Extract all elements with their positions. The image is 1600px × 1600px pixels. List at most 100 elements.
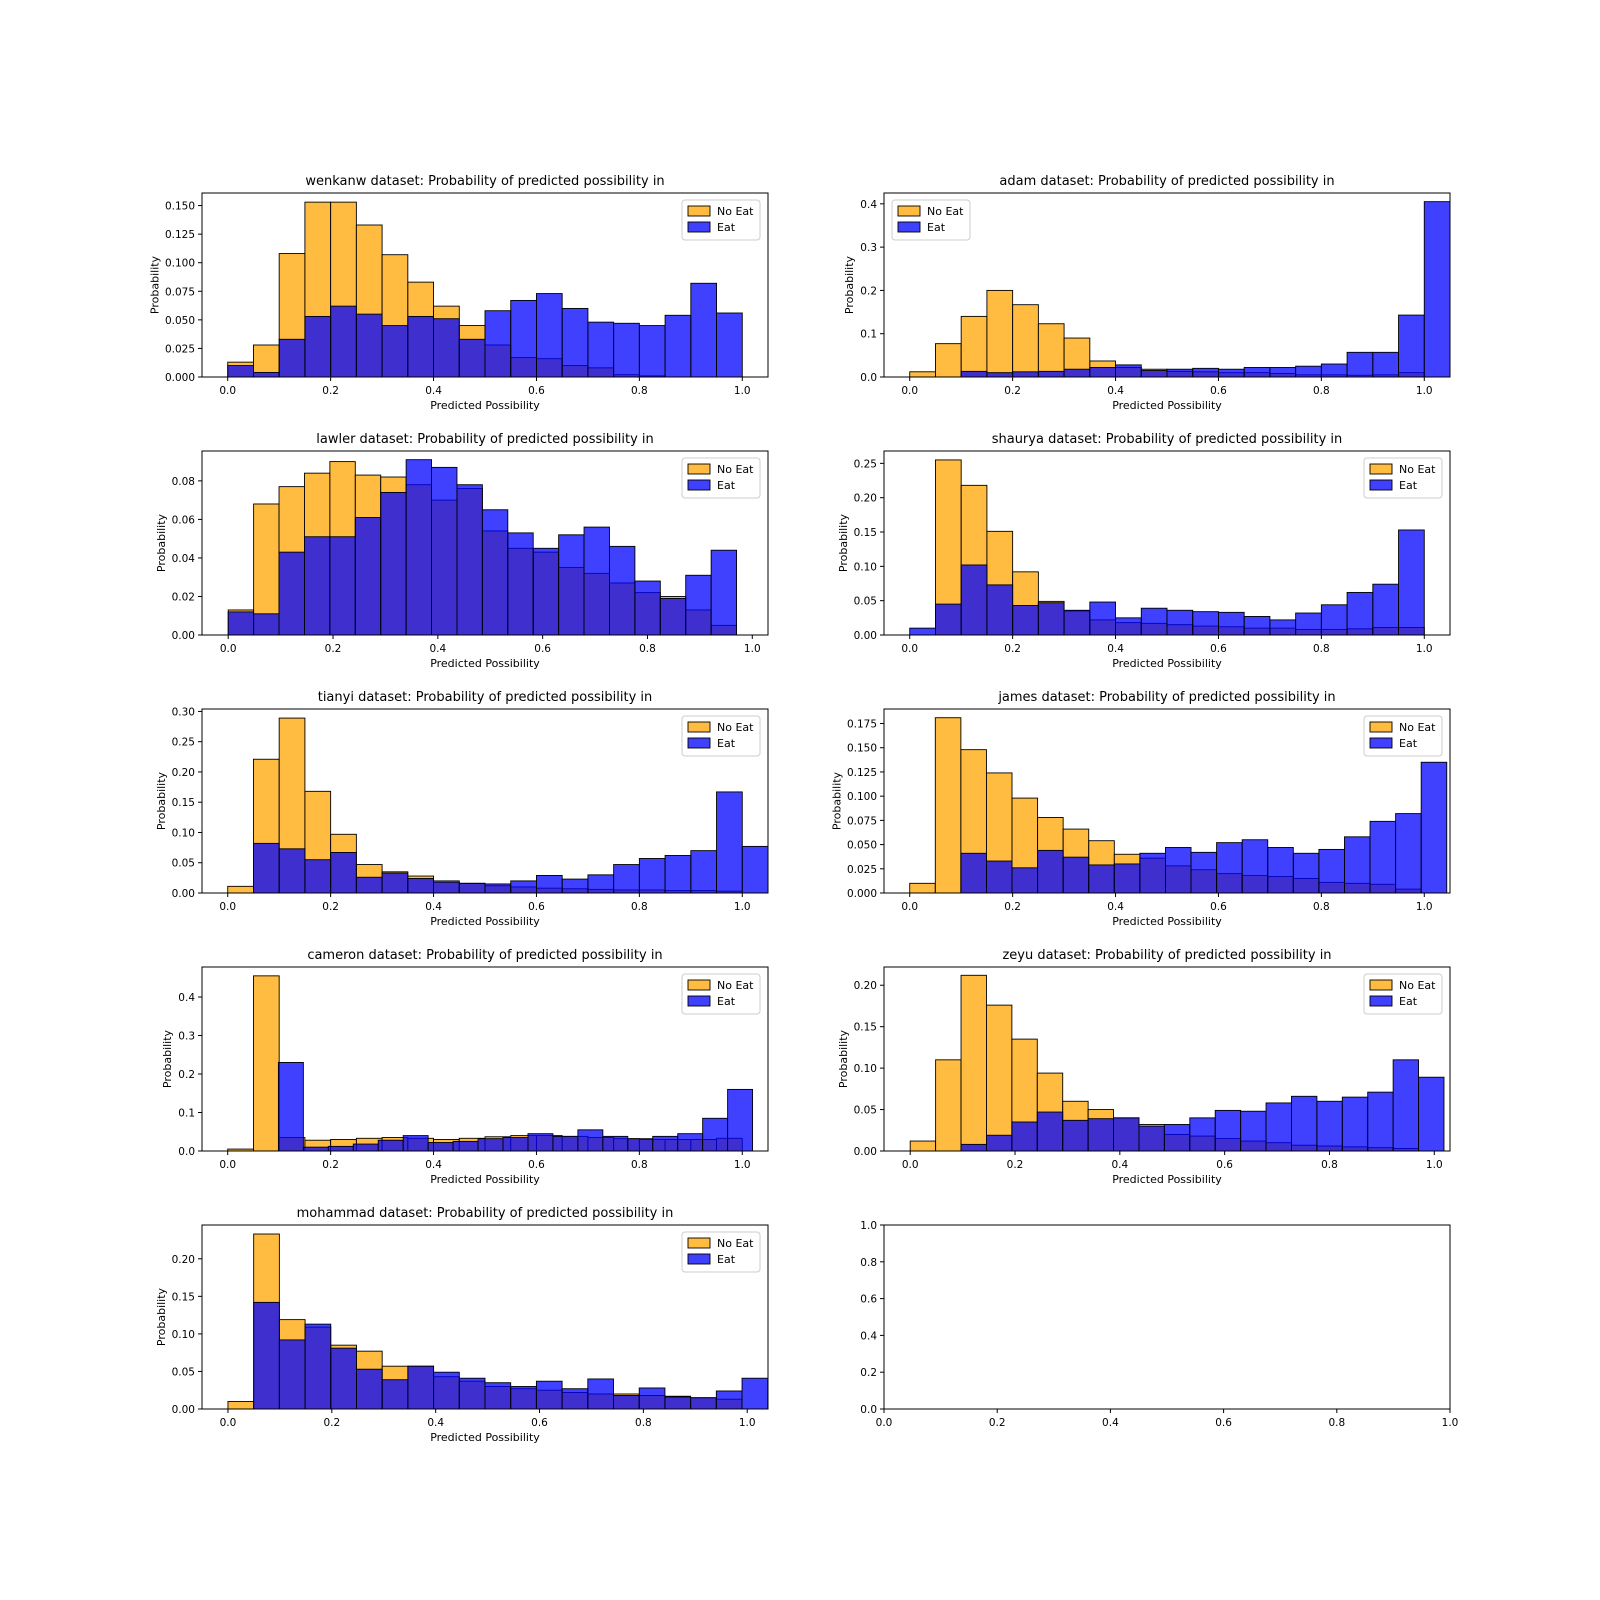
no-eat-legend-label: No Eat	[717, 1237, 754, 1250]
x-tick-label: 0.2	[1004, 385, 1021, 397]
eat-bar	[1341, 1096, 1369, 1152]
eat-bar	[1367, 1091, 1394, 1152]
axes-frame	[201, 1224, 769, 1410]
x-tick-label: 0.6	[534, 643, 551, 655]
eat-bar	[381, 872, 409, 894]
eat-legend-label: Eat	[717, 1253, 736, 1266]
eat-bar	[1320, 604, 1348, 636]
y-tick-label: 0.2	[860, 285, 877, 297]
eat-bar	[1320, 363, 1348, 378]
y-tick-label: 0.025	[847, 864, 877, 876]
legend: No Eat Eat	[681, 715, 761, 757]
x-tick-label: 1.0	[734, 1159, 751, 1171]
eat-bar	[277, 1062, 304, 1152]
y-tick-label: 0.00	[854, 630, 877, 642]
y-tick-label: 0.100	[847, 791, 877, 803]
axes-frame	[201, 450, 769, 636]
eat-bar	[377, 1139, 404, 1152]
eat-bar	[659, 597, 687, 636]
legend: No Eat Eat	[1363, 973, 1443, 1015]
no-eat-bar	[1012, 304, 1039, 378]
no-eat-legend-swatch	[687, 205, 711, 217]
eat-bar	[456, 484, 483, 636]
y-tick-label: 0.075	[165, 286, 195, 298]
eat-bar	[381, 1379, 409, 1410]
eat-bar	[1269, 619, 1297, 636]
eat-bar	[510, 299, 537, 378]
y-tick-label: 0.150	[165, 201, 195, 213]
eat-bar	[1291, 1095, 1318, 1152]
x-tick-label: 0.8	[1321, 1159, 1338, 1171]
subplot-10: 0.0 0.2 0.4 0.6 0.8 1.0 0.0 0.2 0.4 0.6 0.8 1.0	[860, 1220, 1458, 1429]
y-tick-label: 0.0	[860, 1404, 877, 1416]
eat-bar	[1140, 370, 1168, 378]
eat-legend-label: Eat	[1399, 479, 1418, 492]
eat-bar	[1012, 371, 1039, 378]
subplot-6: 0.0 0.2 0.4 0.6 0.8 1.0 0.000 0.025 0.050 0.075 0.…	[831, 690, 1451, 928]
x-tick-label: 0.0	[901, 643, 918, 655]
eat-bar	[253, 1301, 280, 1410]
eat-bar	[484, 883, 512, 894]
x-tick-label: 0.4	[1111, 1159, 1128, 1171]
y-tick-label: 0.10	[854, 561, 877, 573]
eat-bar	[1166, 609, 1194, 636]
eat-bar	[960, 852, 987, 894]
x-tick-label: 0.0	[901, 901, 918, 913]
eat-bar	[484, 1382, 512, 1410]
subplot-3: 0.0 0.2 0.4 0.6 0.8 1.0 0.00 0.02 0.04 0.06 0.08 la…	[155, 432, 769, 670]
eat-bar	[304, 536, 331, 636]
eat-legend-swatch	[687, 995, 711, 1007]
y-tick-label: 1.0	[860, 1220, 877, 1232]
x-tick-label: 0.6	[528, 901, 545, 913]
x-tick-label: 1.0	[1442, 1417, 1459, 1429]
eat-bar	[458, 1377, 486, 1410]
y-tick-label: 0.00	[172, 888, 195, 900]
eat-bar	[1344, 836, 1371, 894]
eat-bar	[613, 1395, 640, 1410]
eat-bar	[960, 1143, 987, 1152]
eat-bar	[1115, 617, 1142, 636]
y-tick-label: 0.04	[172, 553, 196, 565]
eat-bar	[433, 318, 460, 378]
eat-bar	[741, 1377, 769, 1410]
no-eat-legend-swatch	[687, 1237, 711, 1249]
eat-bar	[561, 307, 589, 378]
eat-bar	[253, 613, 280, 636]
subplot-5: 0.0 0.2 0.4 0.6 0.8 1.0 0.00 0.05 0.10 0.15 0.20 0.…	[155, 690, 769, 928]
eat-bar	[458, 882, 486, 894]
x-tick-label: 0.2	[1007, 1159, 1024, 1171]
eat-bar	[583, 526, 610, 636]
eat-bar	[329, 536, 356, 636]
x-axis-label: Predicted Possibility	[430, 399, 540, 412]
eat-bar	[1216, 842, 1243, 894]
eat-bar	[1346, 351, 1374, 378]
eat-bar	[561, 1388, 589, 1410]
y-tick-label: 0.3	[860, 242, 877, 254]
no-eat-bar	[1037, 323, 1065, 378]
y-tick-label: 0.10	[854, 1063, 877, 1075]
y-tick-label: 0.20	[172, 1254, 195, 1266]
x-tick-label: 0.0	[876, 1417, 893, 1429]
x-tick-label: 0.8	[639, 643, 656, 655]
eat-bar	[278, 1339, 306, 1410]
eat-bar	[452, 1140, 479, 1152]
eat-bar	[304, 859, 332, 894]
eat-bar	[510, 880, 537, 894]
eat-bar	[609, 545, 636, 636]
legend: No Eat Eat	[681, 973, 761, 1015]
no-eat-legend-swatch	[1369, 979, 1393, 991]
x-tick-label: 0.0	[220, 643, 237, 655]
x-tick-label: 0.6	[1216, 1159, 1233, 1171]
eat-bar	[405, 459, 433, 636]
eat-bar	[1318, 848, 1345, 894]
eat-bar	[627, 1138, 654, 1152]
eat-bar	[1243, 616, 1271, 636]
y-tick-label: 0.08	[172, 476, 195, 488]
eat-bar	[327, 1145, 354, 1152]
y-tick-label: 0.10	[172, 1329, 195, 1341]
eat-bar	[1372, 583, 1399, 636]
eat-bar	[227, 365, 254, 378]
x-tick-label: 0.6	[1210, 643, 1227, 655]
y-tick-label: 0.05	[854, 596, 877, 608]
